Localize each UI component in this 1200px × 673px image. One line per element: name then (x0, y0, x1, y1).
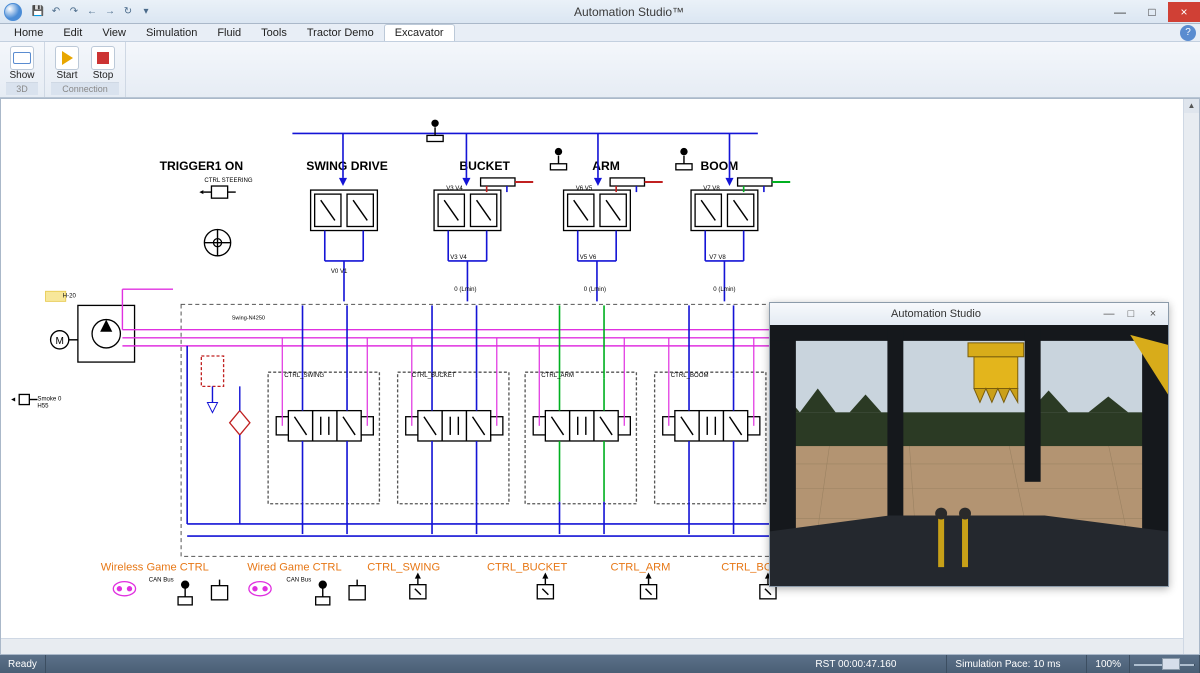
floating-3d-window[interactable]: Automation Studio — □ × (769, 302, 1169, 587)
document-area[interactable]: TRIGGER1 ONSWING DRIVEBUCKETARMBOOMMWire… (0, 98, 1200, 655)
svg-text:SWING DRIVE: SWING DRIVE (306, 159, 388, 173)
help-icon[interactable]: ? (1180, 25, 1196, 41)
show-button[interactable]: Show (6, 46, 38, 81)
svg-text:CTRL_SWING: CTRL_SWING (367, 562, 440, 574)
qat-refresh-icon[interactable]: ↻ (120, 4, 136, 20)
app-logo-icon (4, 3, 22, 21)
ribbon-group-3d: Show 3D (0, 42, 45, 97)
scroll-up-icon[interactable]: ▲ (1184, 99, 1199, 113)
svg-text:Swing-N4250: Swing-N4250 (232, 316, 265, 322)
floating-window-titlebar[interactable]: Automation Studio — □ × (770, 303, 1168, 325)
menu-bar: Home Edit View Simulation Fluid Tools Tr… (0, 24, 1200, 42)
quick-access-toolbar: 💾 ↶ ↷ ← → ↻ ▾ (30, 4, 154, 20)
svg-text:V3 V4: V3 V4 (446, 186, 463, 192)
svg-text:CTRL_ARM: CTRL_ARM (611, 562, 671, 574)
menu-excavator[interactable]: Excavator (384, 24, 455, 41)
titlebar: 💾 ↶ ↷ ← → ↻ ▾ Automation Studio™ — □ × (0, 0, 1200, 24)
svg-text:TRIGGER1 ON: TRIGGER1 ON (160, 159, 244, 173)
stop-icon (91, 46, 115, 70)
svg-text:V0 V1: V0 V1 (331, 269, 348, 275)
window-title: Automation Studio™ (154, 5, 1104, 19)
svg-text:CTRL_BUCKET: CTRL_BUCKET (412, 373, 456, 379)
menu-edit[interactable]: Edit (53, 25, 92, 41)
zoom-slider[interactable] (1130, 655, 1200, 673)
svg-text:0 (Lmin): 0 (Lmin) (454, 287, 476, 293)
svg-text:M: M (55, 336, 63, 347)
svg-text:CTRL_SWING: CTRL_SWING (284, 373, 324, 379)
menu-tractordemo[interactable]: Tractor Demo (297, 25, 384, 41)
horizontal-scrollbar[interactable] (1, 638, 1183, 654)
svg-text:V6 V5: V6 V5 (576, 186, 593, 192)
svg-text:0 (Lmin): 0 (Lmin) (713, 287, 735, 293)
show-label: Show (9, 70, 34, 81)
floating-maximize-button[interactable]: □ (1120, 308, 1142, 320)
svg-text:Wired Game CTRL: Wired Game CTRL (247, 562, 341, 574)
svg-text:CTRL_ARM: CTRL_ARM (541, 373, 574, 379)
menu-view[interactable]: View (92, 25, 136, 41)
svg-text:CTRL STEERING: CTRL STEERING (204, 178, 253, 184)
start-button[interactable]: Start (51, 46, 83, 81)
svg-text:H55: H55 (37, 404, 49, 410)
svg-text:H-20: H-20 (63, 293, 77, 299)
svg-text:CTRL_BUCKET: CTRL_BUCKET (487, 562, 567, 574)
ribbon-group-connection: Start Stop Connection (45, 42, 126, 97)
svg-text:V3 V4: V3 V4 (450, 255, 467, 261)
ribbon: Show 3D Start Stop Connection (0, 42, 1200, 98)
svg-text:Wireless Game CTRL: Wireless Game CTRL (101, 562, 209, 574)
qat-forward-icon[interactable]: → (102, 4, 118, 20)
floating-minimize-button[interactable]: — (1098, 308, 1120, 320)
svg-text:Smoke 0: Smoke 0 (37, 397, 62, 403)
excavator-3d-viewport[interactable] (770, 325, 1168, 586)
qat-save-icon[interactable]: 💾 (30, 4, 46, 20)
close-button[interactable]: × (1168, 2, 1200, 22)
svg-text:V7 V8: V7 V8 (703, 186, 720, 192)
svg-text:CAN Bus: CAN Bus (286, 578, 311, 584)
show-icon (10, 46, 34, 70)
ribbon-group-label-3d: 3D (6, 82, 38, 95)
start-label: Start (56, 70, 77, 81)
svg-text:V5 V6: V5 V6 (580, 255, 597, 261)
qat-dropdown-icon[interactable]: ▾ (138, 4, 154, 20)
menu-simulation[interactable]: Simulation (136, 25, 207, 41)
svg-text:BOOM: BOOM (701, 159, 739, 173)
menu-fluid[interactable]: Fluid (207, 25, 251, 41)
svg-text:CTRL_BOOM: CTRL_BOOM (671, 373, 709, 379)
svg-text:V7 V8: V7 V8 (709, 255, 726, 261)
floating-window-title: Automation Studio (774, 308, 1098, 320)
qat-undo-icon[interactable]: ↶ (48, 4, 64, 20)
minimize-button[interactable]: — (1104, 2, 1136, 22)
ribbon-group-label-connection: Connection (51, 82, 119, 95)
svg-text:CAN Bus: CAN Bus (149, 578, 174, 584)
play-icon (55, 46, 79, 70)
vertical-scrollbar[interactable]: ▲ (1183, 99, 1199, 654)
stop-button[interactable]: Stop (87, 46, 119, 81)
menu-tools[interactable]: Tools (251, 25, 297, 41)
svg-text:ARM: ARM (592, 159, 620, 173)
maximize-button[interactable]: □ (1136, 2, 1168, 22)
stop-label: Stop (93, 70, 114, 81)
floating-close-button[interactable]: × (1142, 308, 1164, 320)
menu-home[interactable]: Home (4, 25, 53, 41)
svg-text:0 (Lmin): 0 (Lmin) (584, 287, 606, 293)
qat-redo-icon[interactable]: ↷ (66, 4, 82, 20)
qat-back-icon[interactable]: ← (84, 4, 100, 20)
